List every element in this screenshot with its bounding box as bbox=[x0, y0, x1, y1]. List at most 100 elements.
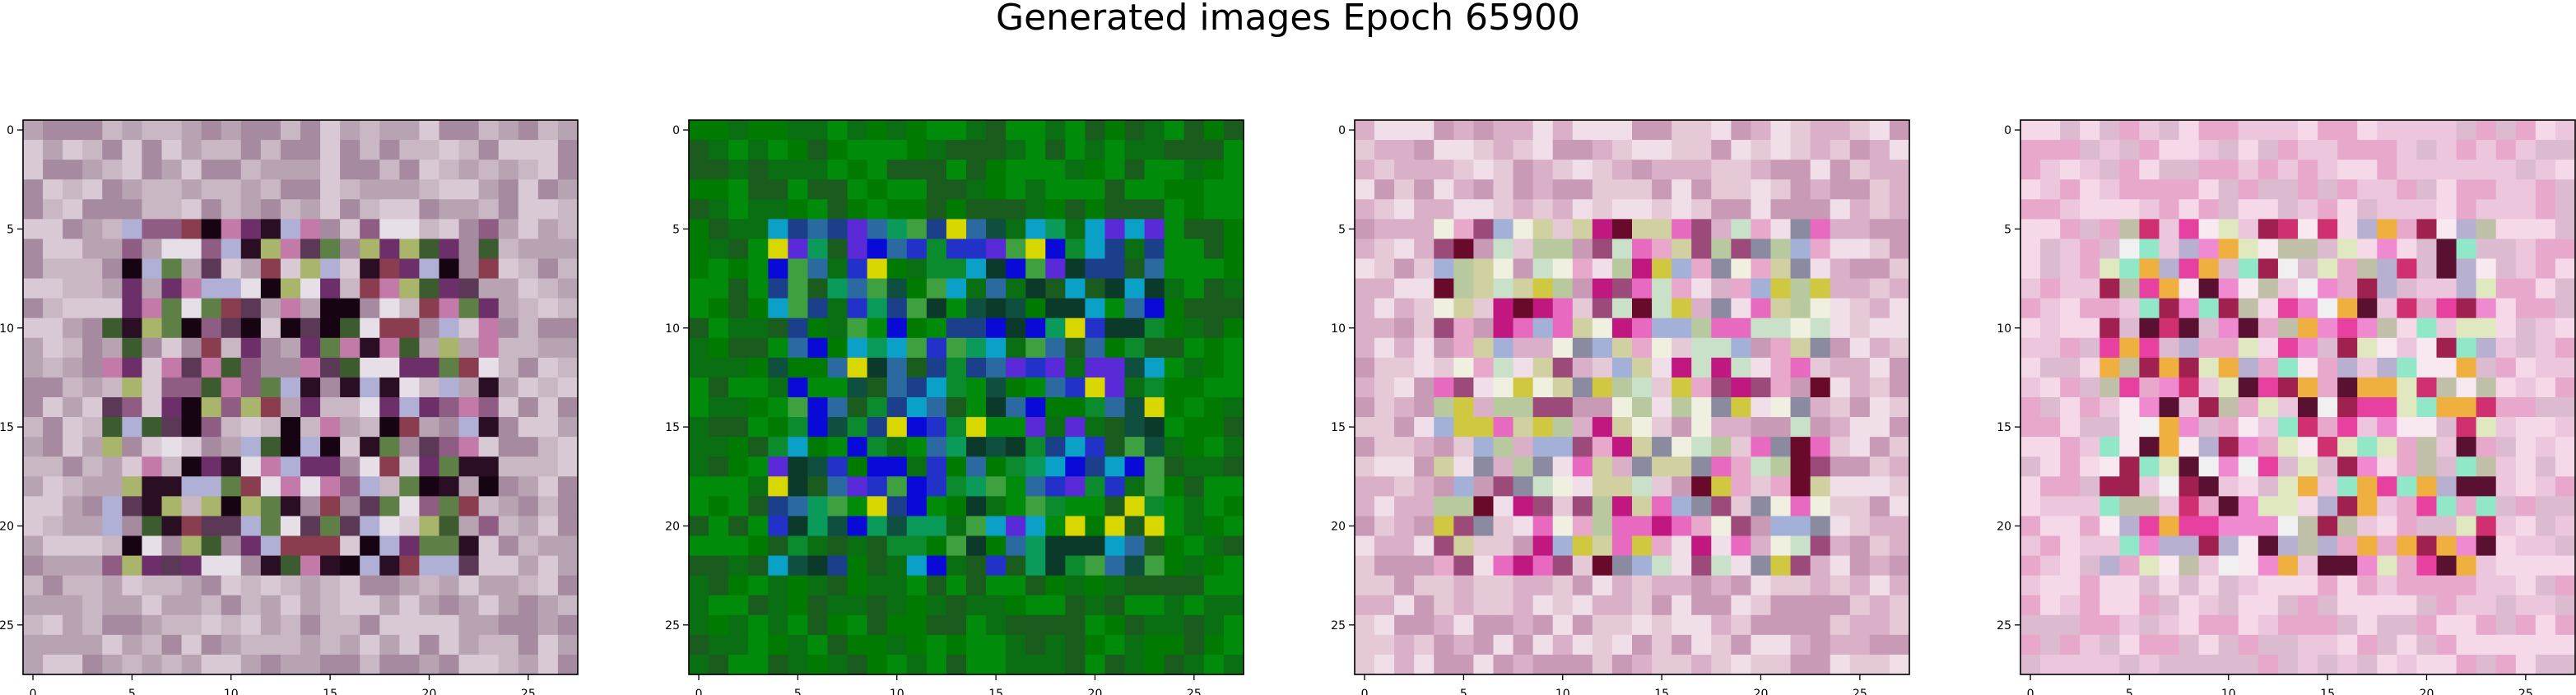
pixel-cell bbox=[946, 614, 967, 636]
pixel-cell bbox=[280, 160, 301, 180]
pixel-cell bbox=[2099, 120, 2120, 141]
pixel-cell bbox=[102, 298, 123, 319]
pixel-cell bbox=[2337, 397, 2358, 418]
pixel-cell bbox=[1223, 476, 1244, 497]
pixel-cell bbox=[1751, 258, 1772, 280]
pixel-cell bbox=[2080, 496, 2100, 517]
pixel-cell bbox=[1691, 140, 1712, 160]
pixel-cell bbox=[768, 377, 788, 398]
pixel-cell bbox=[1869, 535, 1890, 557]
pixel-cell bbox=[2099, 258, 2120, 280]
pixel-cell bbox=[1025, 120, 1046, 141]
pixel-cell bbox=[2198, 496, 2220, 517]
pixel-cell bbox=[728, 377, 749, 398]
pixel-cell bbox=[926, 496, 947, 517]
pixel-cell bbox=[181, 298, 202, 319]
pixel-cell bbox=[1652, 219, 1672, 240]
pixel-cell bbox=[2337, 456, 2358, 477]
pixel-cell bbox=[1394, 437, 1415, 457]
pixel-cell bbox=[260, 258, 281, 280]
pixel-cell bbox=[1144, 535, 1165, 557]
pixel-cell bbox=[142, 397, 163, 418]
pixel-cell bbox=[2257, 654, 2279, 675]
pixel-cell bbox=[1711, 476, 1732, 497]
pixel-cell bbox=[689, 417, 709, 438]
pixel-cell bbox=[1552, 397, 1574, 418]
pixel-cell bbox=[1434, 337, 1454, 359]
pixel-cell bbox=[1652, 278, 1672, 299]
pixel-cell bbox=[201, 239, 222, 260]
pixel-cell bbox=[23, 357, 44, 378]
pixel-cell bbox=[2357, 595, 2378, 616]
pixel-cell bbox=[161, 614, 183, 636]
pixel-cell bbox=[260, 337, 281, 359]
pixel-cell bbox=[1164, 317, 1185, 339]
pixel-cell bbox=[1889, 179, 1910, 200]
pixel-cell bbox=[2238, 516, 2259, 537]
pixel-cell bbox=[82, 199, 103, 220]
pixel-cell bbox=[1183, 535, 1205, 557]
pixel-cell bbox=[478, 278, 500, 299]
pixel-cell bbox=[2436, 298, 2457, 319]
pixel-cell bbox=[557, 516, 579, 537]
pixel-cell bbox=[518, 614, 539, 636]
pixel-cell bbox=[1790, 179, 1811, 200]
pixel-cell bbox=[1144, 417, 1165, 438]
pixel-cell bbox=[2476, 595, 2497, 616]
pixel-cell bbox=[2277, 219, 2299, 240]
pixel-cell bbox=[1493, 496, 1514, 517]
pixel-cell bbox=[1711, 278, 1732, 299]
pixel-cell bbox=[2080, 120, 2100, 141]
pixel-cell bbox=[2377, 575, 2397, 596]
pixel-cell bbox=[439, 357, 460, 378]
pixel-cell bbox=[1532, 417, 1554, 438]
pixel-cell bbox=[2238, 614, 2259, 636]
pixel-cell bbox=[2416, 140, 2438, 160]
pixel-cell bbox=[43, 278, 63, 299]
pixel-cell bbox=[1203, 496, 1225, 517]
pixel-cell bbox=[1164, 535, 1185, 557]
pixel-cell bbox=[926, 614, 947, 636]
pixel-cell bbox=[537, 496, 559, 517]
pixel-cell bbox=[2238, 337, 2259, 359]
pixel-cell bbox=[340, 377, 360, 398]
pixel-cell bbox=[1355, 575, 1375, 596]
pixel-cell bbox=[1889, 377, 1910, 398]
pixel-cell bbox=[1164, 120, 1185, 141]
pixel-cell bbox=[1849, 219, 1871, 240]
pixel-cell bbox=[1006, 317, 1026, 339]
pixel-cell bbox=[1355, 654, 1375, 675]
pixel-cell bbox=[537, 535, 559, 557]
pixel-cell bbox=[1473, 278, 1495, 299]
pixel-cell bbox=[1790, 555, 1811, 577]
pixel-cell bbox=[439, 337, 460, 359]
pixel-cell bbox=[1731, 397, 1752, 418]
pixel-cell bbox=[2257, 417, 2279, 438]
pixel-cell bbox=[300, 219, 321, 240]
pixel-cell bbox=[2436, 258, 2457, 280]
pixel-cell bbox=[906, 298, 928, 319]
pixel-cell bbox=[1006, 634, 1026, 656]
pixel-cell bbox=[1810, 535, 1831, 557]
pixel-cell bbox=[2099, 317, 2120, 339]
pixel-cell bbox=[966, 160, 987, 180]
pixel-cell bbox=[320, 337, 341, 359]
pixel-cell bbox=[2099, 397, 2120, 418]
pixel-cell bbox=[986, 219, 1007, 240]
pixel-cell bbox=[2080, 575, 2100, 596]
pixel-cell bbox=[2099, 219, 2120, 240]
pixel-cell bbox=[2495, 634, 2517, 656]
pixel-cell bbox=[1830, 298, 1851, 319]
pixel-cell bbox=[63, 278, 83, 299]
pixel-cell bbox=[847, 575, 868, 596]
pixel-cell bbox=[458, 258, 480, 280]
pixel-cell bbox=[399, 614, 421, 636]
pixel-cell bbox=[1790, 417, 1811, 438]
pixel-cell bbox=[1065, 417, 1086, 438]
pixel-cell bbox=[1552, 298, 1574, 319]
pixel-cell bbox=[2456, 278, 2477, 299]
pixel-cell bbox=[1869, 417, 1890, 438]
pixel-cell bbox=[63, 575, 83, 596]
pixel-cell bbox=[2535, 437, 2556, 457]
pixel-cell bbox=[2515, 575, 2536, 596]
